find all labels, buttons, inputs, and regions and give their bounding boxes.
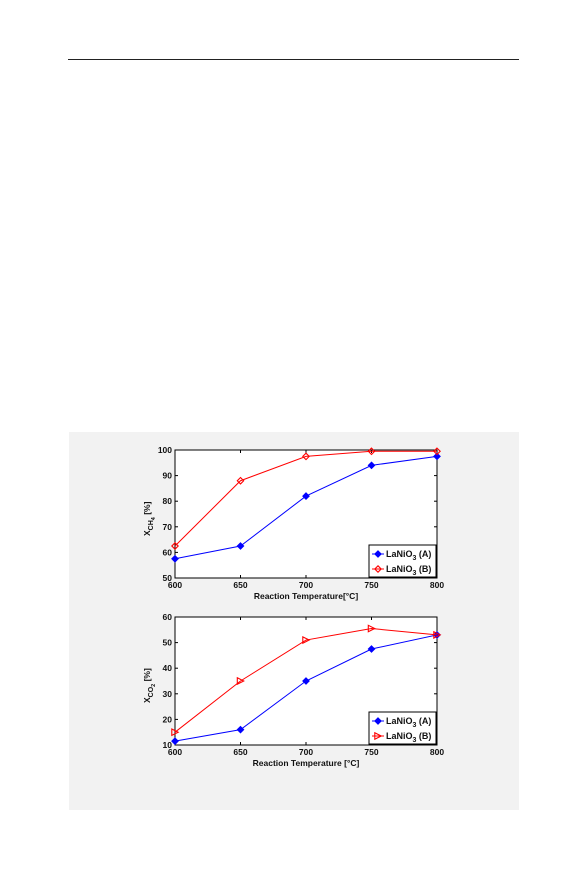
y-tick-label: 40 (163, 663, 173, 673)
legend-entry-label: LaNiO3 (B) (386, 731, 431, 744)
x-tick-label: 650 (233, 747, 247, 757)
chart-1: 600 650 700 750 800 50 60 70 80 90 100 Reaction Tem… (142, 445, 444, 601)
y-tick-label: 80 (163, 496, 173, 506)
x-axis-label: Reaction Temperature [°C] (253, 758, 360, 768)
data-point (367, 447, 376, 456)
legend: LaNiO3 (A) LaNiO3 (B) (368, 544, 437, 578)
x-tick-label: 700 (299, 580, 313, 590)
data-point (171, 737, 179, 746)
x-tick-label: 800 (430, 747, 444, 757)
x-tick-label: 750 (364, 580, 378, 590)
data-point (171, 728, 180, 737)
legend-entry-label: LaNiO3 (B) (386, 564, 431, 577)
data-point (236, 676, 245, 686)
data-point (302, 492, 310, 500)
y-tick-label: 20 (163, 714, 173, 724)
data-point (433, 630, 442, 640)
chart-2: 600 650 700 750 800 10 20 30 40 50 60 Reaction Temp… (142, 612, 444, 768)
data-point (171, 542, 179, 550)
data-point (302, 452, 310, 461)
y-tick-label: 50 (163, 573, 173, 583)
legend-swatch-marker (374, 550, 382, 558)
data-point (433, 452, 441, 461)
legend-swatch-marker (374, 565, 382, 573)
x-tick-label: 600 (168, 580, 182, 590)
legend-box (368, 544, 437, 578)
x-tick-label: 650 (233, 580, 247, 590)
legend-swatch-marker (374, 717, 382, 725)
y-tick-label: 10 (163, 740, 173, 750)
series-a (171, 452, 441, 563)
x-tick-label: 700 (299, 747, 313, 757)
y-tick-label: 50 (163, 638, 173, 648)
y-tick-label: 30 (163, 689, 173, 699)
x-axis-label: Reaction Temperature[°C] (254, 591, 358, 601)
data-point (302, 635, 311, 645)
series-line (174, 450, 437, 547)
series-b (171, 447, 441, 550)
series-line (174, 628, 438, 733)
data-point (367, 461, 376, 470)
y-tick-label: 70 (163, 522, 173, 532)
y-axis-label: XCO2 [%] (142, 668, 157, 703)
header-rule (68, 59, 519, 60)
data-point (302, 677, 310, 685)
x-tick-label: 750 (364, 747, 378, 757)
data-point (433, 447, 441, 456)
data-point (171, 554, 179, 563)
x-tick-label: 800 (430, 580, 444, 590)
legend-entry-label: LaNiO3 (A) (386, 549, 431, 562)
y-tick-label: 60 (163, 547, 173, 557)
legend-swatch-marker (374, 731, 383, 741)
legend-entry-label: LaNiO3 (A) (386, 716, 431, 729)
y-tick-label: 90 (163, 471, 173, 481)
y-tick-label: 100 (158, 445, 172, 455)
data-point (367, 624, 376, 633)
data-point (236, 476, 245, 485)
legend: LaNiO3 (A) LaNiO3 (B) (368, 711, 437, 745)
x-tick-label: 600 (168, 747, 182, 757)
series-b (171, 624, 442, 737)
legend-box (368, 711, 437, 745)
y-axis-label: XCH4 [%] (142, 501, 157, 536)
data-point (236, 725, 245, 734)
data-point (236, 542, 245, 550)
y-tick-label: 60 (163, 612, 173, 622)
data-point (367, 645, 376, 653)
